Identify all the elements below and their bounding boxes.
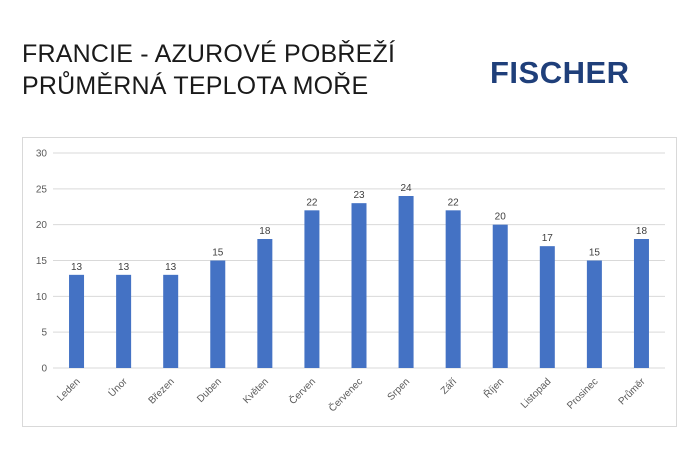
bar <box>492 224 508 368</box>
fischer-logo: FISCHER <box>490 55 630 90</box>
x-tick-label: Říjen <box>481 375 507 401</box>
bar <box>257 239 273 368</box>
x-tick-label: Srpen <box>386 376 413 403</box>
data-label: 20 <box>495 212 507 223</box>
data-label: 22 <box>448 197 460 208</box>
data-label: 13 <box>118 262 130 273</box>
bar <box>445 210 461 368</box>
x-tick-label: Leden <box>55 376 82 403</box>
title-line-2: PRŮMĚRNÁ TEPLOTA MOŘE <box>22 72 369 100</box>
data-label: 17 <box>542 233 554 244</box>
y-tick-label: 5 <box>41 328 47 339</box>
data-label: 18 <box>636 226 648 237</box>
bar <box>116 274 132 368</box>
bar <box>539 246 555 368</box>
x-tick-label: Červenec <box>326 375 365 414</box>
data-label: 18 <box>259 226 271 237</box>
chart-frame <box>22 137 677 427</box>
bar <box>304 210 320 368</box>
x-tick-label: Duben <box>195 376 224 405</box>
y-tick-label: 25 <box>36 184 48 195</box>
y-tick-label: 30 <box>36 149 48 160</box>
title-line-1: FRANCIE - AZUROVÉ POBŘEŽÍ <box>22 40 396 68</box>
data-label: 24 <box>401 183 413 194</box>
bar <box>163 274 179 368</box>
chart-title: FRANCIE - AZUROVÉ POBŘEŽÍ PRŮMĚRNÁ TEPLO… <box>22 38 395 102</box>
bar <box>351 203 367 368</box>
data-label: 15 <box>212 248 224 259</box>
y-tick-label: 10 <box>36 292 48 303</box>
data-label: 13 <box>71 262 83 273</box>
y-tick-label: 0 <box>41 364 47 375</box>
data-label: 22 <box>306 197 318 208</box>
x-tick-label: Únor <box>105 374 130 399</box>
x-tick-label: Květen <box>241 376 271 406</box>
x-tick-label: Listopad <box>519 376 554 411</box>
x-tick-label: Prosinec <box>565 376 600 411</box>
y-tick-label: 15 <box>36 256 48 267</box>
bar <box>210 260 226 368</box>
data-label: 15 <box>589 248 601 259</box>
bar <box>633 239 649 368</box>
x-tick-label: Průměr <box>616 375 648 407</box>
x-tick-label: Září <box>439 376 460 397</box>
bar <box>69 274 85 368</box>
x-tick-label: Červen <box>286 375 318 407</box>
data-label: 23 <box>353 190 365 201</box>
y-tick-label: 20 <box>36 220 48 231</box>
bar <box>398 196 414 368</box>
data-label: 13 <box>165 262 177 273</box>
x-tick-label: Březen <box>147 376 177 406</box>
bar <box>586 260 602 368</box>
